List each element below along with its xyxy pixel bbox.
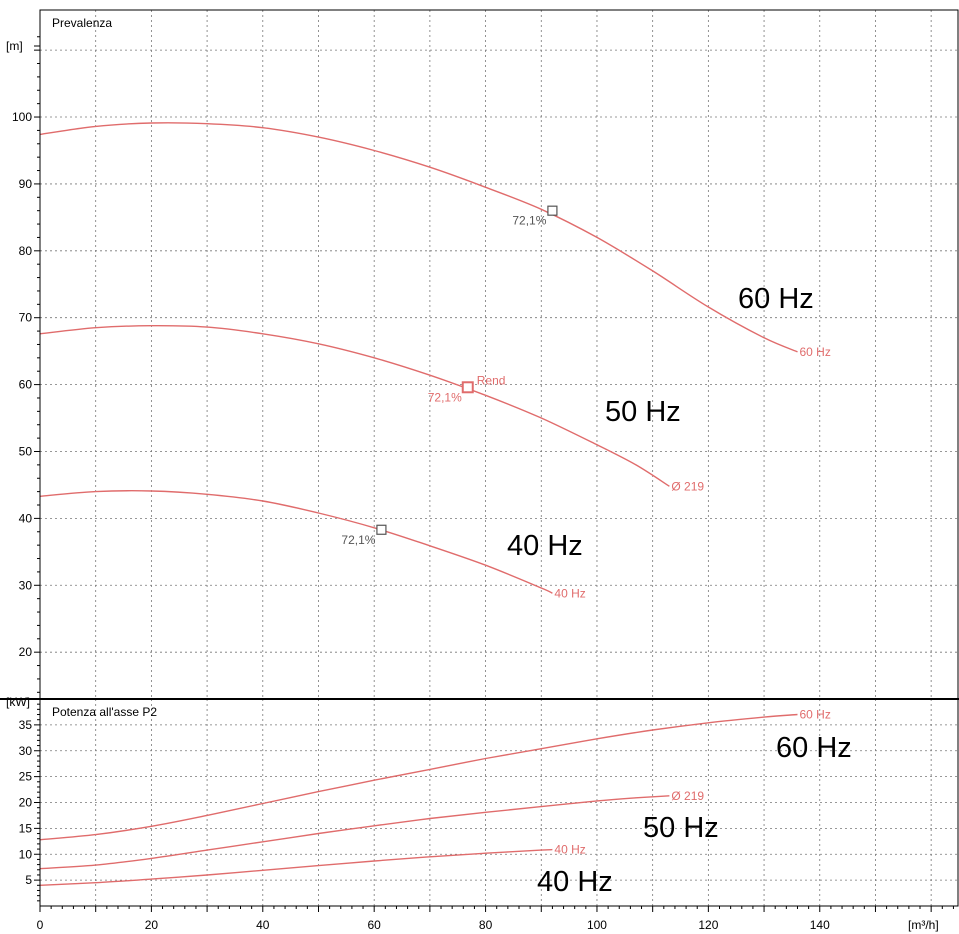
head-y-ticks: 20 30 40 50 60 70 80 90 100	[12, 36, 40, 693]
power-y-tick-label: 35	[19, 718, 33, 732]
efficiency-marker-label: 72,1%	[512, 214, 546, 228]
efficiency-marker	[547, 205, 558, 216]
power-curve-end-label: 60 Hz	[799, 708, 830, 722]
head-curve-end-label: Ø 219	[671, 479, 704, 493]
efficiency-marker	[376, 524, 387, 535]
flow-x-unit: [m³/h]	[908, 918, 939, 932]
power-curve-end-label: Ø 219	[671, 789, 704, 803]
power-frequency-label: 50 Hz	[643, 812, 719, 844]
head-curve-50hz	[39, 324, 670, 487]
head-y-tick-label: 50	[19, 444, 33, 458]
head-panel: 20 30 40 50 60 70 80 90 100 60 Hz 60 Hz Ø 219 50 Hz…	[6, 9, 959, 700]
x-tick-label: 0	[37, 918, 44, 932]
head-y-tick-label: 30	[19, 578, 33, 592]
head-y-tick-label: 40	[19, 511, 33, 525]
head-curve-end-label: 60 Hz	[799, 345, 830, 359]
head-y-tick-label: 80	[19, 244, 33, 258]
x-tick-label: 80	[479, 918, 493, 932]
power-y-tick-label: 15	[19, 821, 33, 835]
power-series: 60 Hz 60 Hz Ø 219 50 Hz 40 Hz 40 Hz	[39, 708, 852, 898]
head-y-tick-label: 100	[12, 110, 32, 124]
power-curve-60hz	[39, 713, 798, 841]
flow-x-ticks: 0 20 40 60 80 100 120 140	[37, 906, 954, 932]
x-tick-label: 20	[145, 918, 159, 932]
power-grid	[40, 699, 959, 906]
head-series: 60 Hz 60 Hz Ø 219 50 Hz 40 Hz 40 Hz	[39, 122, 831, 600]
power-panel-title: Potenza all'asse P2	[52, 705, 157, 719]
efficiency-marker-label: 72,1%	[428, 390, 462, 404]
x-tick-label: 140	[810, 918, 830, 932]
head-panel-title: Prevalenza	[52, 16, 112, 30]
power-frequency-label: 60 Hz	[776, 732, 852, 764]
efficiency-marker	[461, 381, 474, 394]
x-tick-label: 40	[256, 918, 270, 932]
power-y-tick-label: 5	[25, 873, 32, 887]
head-curve-40hz	[39, 490, 553, 594]
power-y-tick-label: 25	[19, 770, 33, 784]
power-y-unit: [kW]	[6, 695, 30, 709]
power-curve-end-label: 40 Hz	[554, 843, 585, 857]
x-tick-label: 100	[587, 918, 607, 932]
head-y-tick-label: 20	[19, 645, 33, 659]
head-frequency-label: 60 Hz	[738, 283, 814, 315]
head-y-unit: [m]	[6, 39, 23, 53]
head-curve-60hz	[39, 122, 798, 353]
head-curve-end-label: 40 Hz	[554, 586, 585, 600]
efficiency-marker-label: 72,1%	[341, 533, 375, 547]
power-y-tick-label: 10	[19, 847, 33, 861]
head-y-tick-label: 60	[19, 378, 33, 392]
head-frequency-label: 40 Hz	[507, 530, 583, 562]
power-curve-40hz	[39, 848, 553, 886]
x-tick-label: 120	[698, 918, 718, 932]
power-y-tick-label: 30	[19, 744, 33, 758]
power-frequency-label: 40 Hz	[537, 866, 613, 898]
power-curve-50hz	[39, 795, 670, 870]
power-y-tick-label: 20	[19, 796, 33, 810]
rend-label: Rend	[477, 373, 506, 387]
head-frequency-label: 50 Hz	[605, 396, 681, 428]
head-y-tick-label: 70	[19, 311, 33, 325]
x-tick-label: 60	[368, 918, 382, 932]
head-y-tick-label: 90	[19, 177, 33, 191]
head-markers: 72,1% 72,1% Rend 72,1%	[341, 205, 558, 547]
head-grid	[40, 10, 959, 699]
